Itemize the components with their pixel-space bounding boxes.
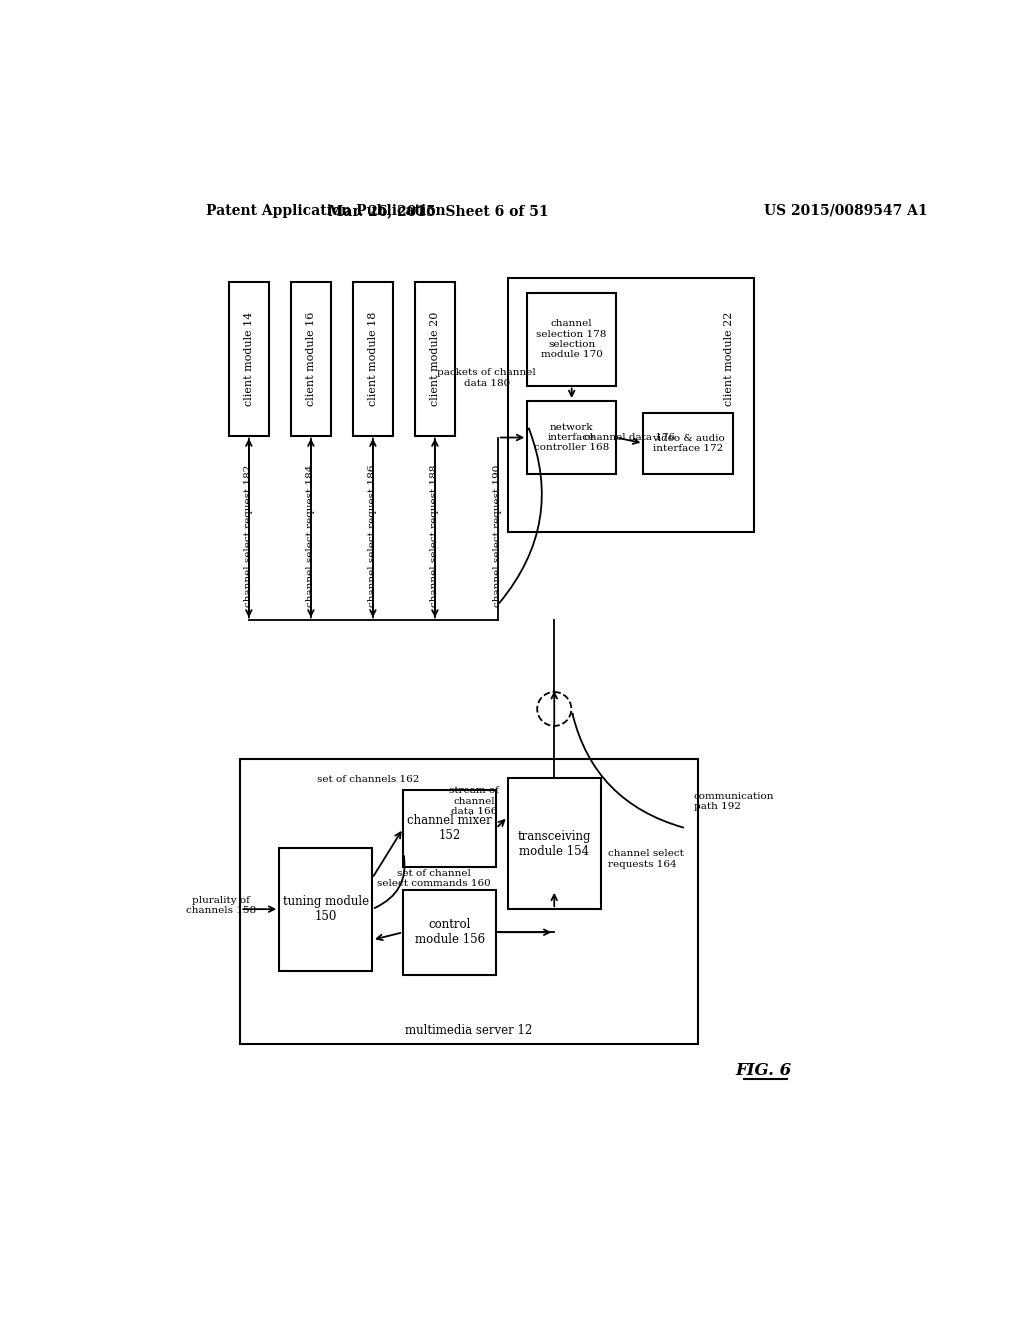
Bar bbox=[228, 281, 269, 436]
Bar bbox=[508, 779, 601, 909]
Text: transceiving
module 154: transceiving module 154 bbox=[517, 830, 591, 858]
Text: channel select request 186: channel select request 186 bbox=[368, 465, 377, 607]
Text: video & audio
interface 172: video & audio interface 172 bbox=[651, 433, 724, 453]
Bar bbox=[710, 281, 750, 436]
Text: tuning module
150: tuning module 150 bbox=[283, 895, 369, 923]
Text: Patent Application Publication: Patent Application Publication bbox=[206, 203, 445, 218]
Text: channel select
requests 164: channel select requests 164 bbox=[608, 849, 684, 869]
FancyArrowPatch shape bbox=[375, 857, 404, 908]
Text: client module 18: client module 18 bbox=[368, 312, 378, 405]
Text: channel mixer
152: channel mixer 152 bbox=[408, 814, 492, 842]
Text: control
module 156: control module 156 bbox=[415, 919, 484, 946]
Text: communication
path 192: communication path 192 bbox=[693, 792, 774, 810]
Text: channel
selection 178
selection
module 170: channel selection 178 selection module 1… bbox=[537, 319, 607, 359]
Text: FIG. 6: FIG. 6 bbox=[735, 1063, 792, 1080]
Text: client module 20: client module 20 bbox=[430, 312, 440, 405]
Text: channel select request 190: channel select request 190 bbox=[494, 465, 502, 607]
Bar bbox=[352, 281, 393, 436]
Text: multimedia server 12: multimedia server 12 bbox=[406, 1023, 532, 1036]
Text: network
interface
controller 168: network interface controller 168 bbox=[535, 422, 609, 453]
Text: channel select request 182: channel select request 182 bbox=[244, 465, 253, 607]
Text: client module 16: client module 16 bbox=[306, 312, 315, 405]
Bar bbox=[403, 789, 496, 867]
Text: channel select request 184: channel select request 184 bbox=[305, 465, 314, 607]
Bar bbox=[527, 293, 616, 385]
Bar bbox=[280, 847, 372, 970]
Bar bbox=[291, 281, 331, 436]
Bar bbox=[643, 412, 732, 474]
Bar bbox=[508, 277, 755, 532]
Text: stream of
channel
data 166: stream of channel data 166 bbox=[450, 787, 500, 816]
Text: channel data 176: channel data 176 bbox=[584, 433, 675, 442]
Text: US 2015/0089547 A1: US 2015/0089547 A1 bbox=[764, 203, 927, 218]
Text: client module 14: client module 14 bbox=[244, 312, 254, 405]
Text: set of channel
select commands 160: set of channel select commands 160 bbox=[377, 869, 490, 888]
Text: set of channels 162: set of channels 162 bbox=[317, 775, 420, 784]
Text: client module 22: client module 22 bbox=[724, 312, 734, 405]
FancyArrowPatch shape bbox=[500, 429, 542, 603]
Text: plurality of
channels 158: plurality of channels 158 bbox=[186, 895, 256, 915]
Bar bbox=[527, 401, 616, 474]
Text: Mar. 26, 2015  Sheet 6 of 51: Mar. 26, 2015 Sheet 6 of 51 bbox=[328, 203, 548, 218]
Bar bbox=[403, 890, 496, 974]
Bar bbox=[241, 759, 697, 1044]
Text: packets of channel
data 180: packets of channel data 180 bbox=[437, 368, 537, 388]
FancyArrowPatch shape bbox=[572, 714, 683, 828]
Text: channel select request 188: channel select request 188 bbox=[430, 465, 438, 607]
Bar bbox=[415, 281, 455, 436]
